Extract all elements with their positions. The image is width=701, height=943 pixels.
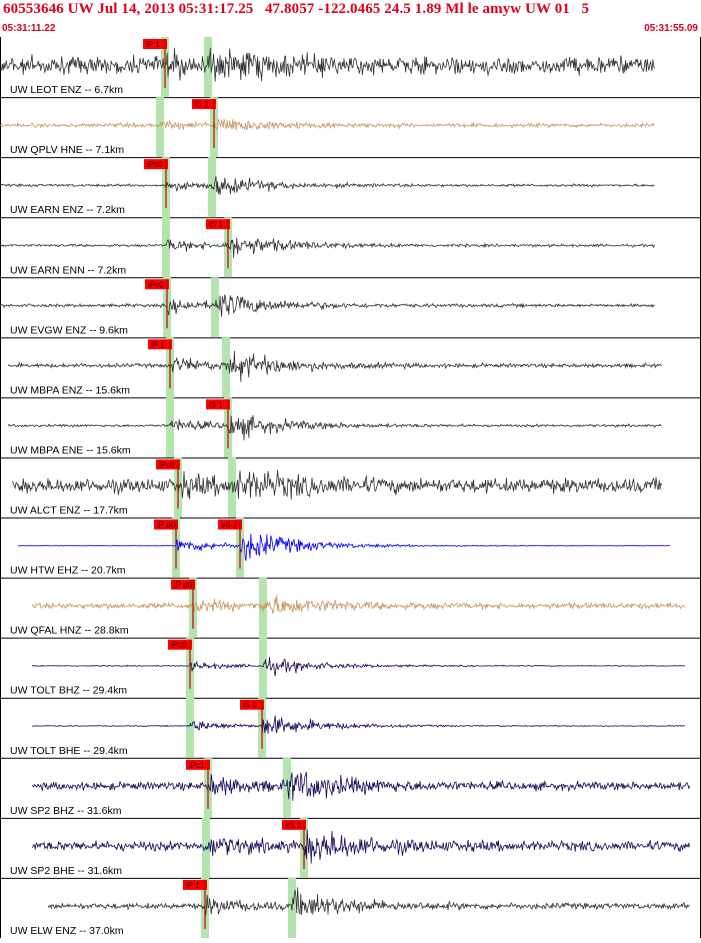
waveform	[0, 237, 655, 258]
pick-label: iS 1	[209, 220, 223, 229]
pick-label: eS 2	[285, 821, 302, 830]
station-label: UW SP2 BHE -- 31.6km	[10, 865, 122, 877]
station-label: UW SP2 BHZ -- 31.6km	[10, 805, 122, 817]
pick-bands	[156, 37, 308, 938]
waveform	[7, 415, 662, 441]
pick-flag	[144, 159, 168, 170]
trace-row[interactable]: iP 1 UW LEOT ENZ -- 6.7km	[0, 39, 655, 96]
pick-flag	[282, 819, 306, 830]
pick-flag	[240, 699, 264, 710]
station-label: UW ELW ENZ -- 37.0km	[10, 925, 124, 937]
waveform	[31, 594, 686, 615]
pick-flag	[156, 459, 180, 470]
pick-flag	[186, 759, 210, 770]
waveform	[0, 176, 655, 195]
pick-flag	[206, 399, 230, 410]
pick-flag	[148, 339, 172, 350]
pick-flag	[192, 99, 216, 110]
pick-label: eS 2	[221, 521, 238, 530]
trace-row[interactable]: iPc0 UW ALCT ENZ -- 17.7km	[10, 459, 662, 517]
waveform	[0, 118, 655, 131]
seismogram-svg[interactable]: iP 1 UW LEOT ENZ -- 6.7km iS 1 UW QPLV HNE …	[0, 37, 701, 938]
trace-row[interactable]: iS 1 UW EARN ENN -- 7.2km	[0, 219, 655, 276]
pick-flag	[171, 579, 195, 590]
pick-flag	[206, 219, 230, 230]
pick-label: iPc0	[171, 641, 187, 650]
pick-flag	[168, 639, 192, 650]
s-wave-band	[204, 37, 308, 938]
traces: iP 1 UW LEOT ENZ -- 6.7km iS 1 UW QPLV HNE …	[0, 39, 690, 937]
station-label: UW LEOT ENZ -- 6.7km	[10, 84, 123, 96]
waveform	[7, 350, 662, 382]
pick-label: iP d0	[157, 521, 176, 530]
waveform	[31, 829, 690, 864]
trace-row[interactable]: eS 2 UW SP2 BHE -- 31.6km	[10, 819, 690, 877]
trace-row[interactable]: iP d0 UW QFAL HNZ -- 28.8km	[10, 579, 686, 637]
window-end-time: 05:31:55.09	[644, 23, 698, 34]
pick-flag	[145, 279, 169, 290]
trace-row[interactable]: iS 1 UW QPLV HNE -- 7.1km	[0, 99, 655, 156]
pick-label: iS 1	[209, 400, 223, 409]
pick-label: iS 0	[243, 701, 257, 710]
trace-row[interactable]: iS 1 UW MBPA ENE -- 15.6km	[7, 399, 662, 456]
waveform	[31, 657, 686, 677]
pick-label: iPc0	[159, 460, 175, 469]
waveform	[0, 47, 655, 82]
trace-separators	[0, 37, 701, 938]
waveform	[31, 771, 690, 801]
event-header: 60553646 UW Jul 14, 2013 05:31:17.25 47.…	[0, 0, 701, 37]
pick-flag	[218, 519, 242, 530]
window-start-time: 05:31:11.22	[2, 23, 56, 34]
station-label: UW EVGW ENZ -- 9.6km	[10, 324, 128, 336]
waveform	[47, 887, 690, 916]
pick-label: iP 1	[146, 40, 160, 49]
station-label: UW EARN ENN -- 7.2km	[10, 264, 126, 276]
waveform	[11, 470, 662, 500]
station-label: UW MBPA ENE -- 15.6km	[10, 444, 131, 456]
station-label: UW QFAL HNZ -- 28.8km	[10, 625, 129, 637]
trace-row[interactable]: iP 1 UW ELW ENZ -- 37.0km	[10, 879, 690, 937]
pick-flag	[143, 39, 167, 49]
trace-row[interactable]: iPc0 UW EVGW ENZ -- 9.6km	[0, 279, 655, 336]
seismogram-panel[interactable]: iP 1 UW LEOT ENZ -- 6.7km iS 1 UW QPLV HNE …	[0, 37, 701, 938]
station-label: UW MBPA ENZ -- 15.6km	[10, 384, 130, 396]
event-title: 60553646 UW Jul 14, 2013 05:31:17.25 47.…	[3, 1, 590, 17]
trace-row[interactable]: iPc0 UW TOLT BHZ -- 29.4km	[10, 639, 686, 697]
station-label: UW TOLT BHZ -- 29.4km	[10, 685, 127, 697]
station-label: UW EARN ENZ -- 7.2km	[10, 204, 125, 216]
trace-row[interactable]: iS 0 UW TOLT BHE -- 29.4km	[10, 699, 685, 757]
station-label: UW QPLV HNE -- 7.1km	[10, 144, 124, 156]
pick-label: iP 1	[186, 881, 200, 890]
waveform	[0, 294, 655, 317]
pick-label: iPc1	[189, 761, 205, 770]
trace-row[interactable]: iP 1 UW MBPA ENZ -- 15.6km	[7, 339, 662, 396]
p-wave-band	[156, 37, 212, 938]
pick-label: iP d0	[174, 581, 193, 590]
waveform	[31, 715, 685, 734]
trace-row[interactable]: iP d0 eS 2 UW HTW EHZ -- 20.7km	[10, 519, 671, 577]
pick-flag	[154, 519, 178, 530]
trace-row[interactable]: iPc1 UW SP2 BHZ -- 31.6km	[10, 759, 690, 817]
station-label: UW ALCT ENZ -- 17.7km	[10, 505, 128, 517]
pick-label: iPc0	[148, 280, 164, 289]
trace-row[interactable]: iPc0 UW EARN ENZ -- 7.2km	[0, 159, 655, 216]
pick-flag	[183, 879, 207, 890]
pick-label: iS 1	[195, 100, 209, 109]
waveform	[17, 533, 671, 561]
station-label: UW TOLT BHE -- 29.4km	[10, 745, 128, 757]
station-label: UW HTW EHZ -- 20.7km	[10, 565, 126, 577]
pick-label: iPc0	[147, 160, 163, 169]
pick-label: iP 1	[151, 340, 165, 349]
